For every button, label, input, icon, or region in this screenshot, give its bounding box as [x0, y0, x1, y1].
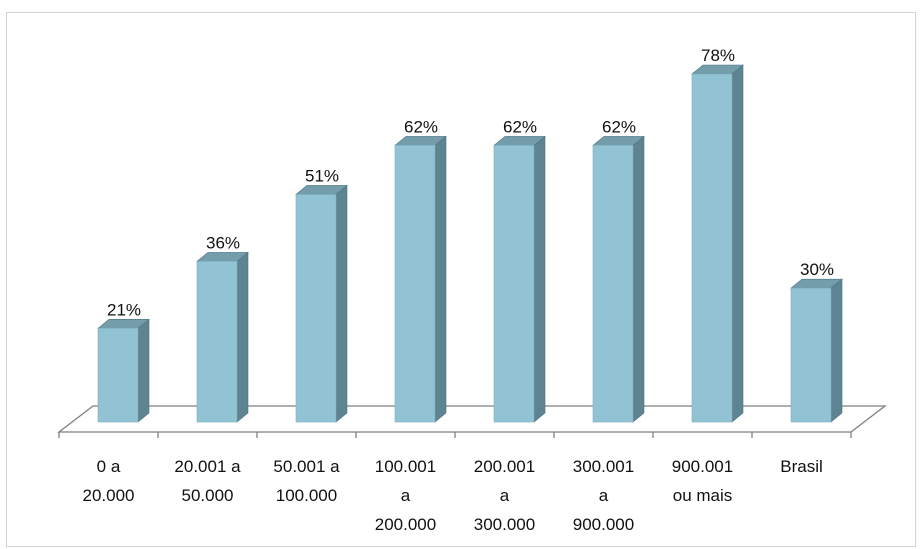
bar-side-face — [731, 64, 744, 423]
bar — [97, 318, 150, 423]
category-label-line: 100.000 — [276, 486, 337, 505]
bar-side-face — [335, 184, 348, 423]
bar-series — [97, 64, 843, 423]
bar — [196, 251, 249, 423]
bar-side-face — [632, 135, 645, 423]
chart-frame — [6, 12, 916, 547]
bar-front-face — [790, 287, 832, 423]
category-label-line: 50.000 — [182, 486, 234, 505]
category-label: 0 a 20.000 — [83, 457, 135, 505]
category-label: 100.001 a 200.000 — [375, 457, 436, 534]
bar-front-face — [97, 328, 139, 423]
category-label-line: 20.001 a — [174, 457, 241, 476]
floor-plane — [57, 405, 887, 433]
category-label: 300.001 a 900.000 — [573, 457, 634, 534]
category-label-line: 300.001 — [573, 457, 634, 476]
bar — [790, 278, 843, 423]
category-label-line: 0 a — [97, 457, 121, 476]
category-label: 50.001 a 100.000 — [273, 457, 340, 505]
category-label-line: 200.000 — [375, 515, 436, 534]
category-label: 200.001 a 300.000 — [474, 457, 535, 534]
category-label-line: 200.001 — [474, 457, 535, 476]
bar — [394, 135, 447, 423]
category-label-line: 100.001 — [375, 457, 436, 476]
data-label: 62% — [404, 117, 438, 136]
bar — [592, 135, 645, 423]
bar-side-face — [236, 251, 249, 423]
data-label: 62% — [503, 117, 537, 136]
bar-front-face — [394, 145, 436, 423]
data-label: 78% — [701, 46, 735, 65]
data-label: 21% — [107, 300, 141, 319]
category-label-line: 50.001 a — [273, 457, 340, 476]
category-label-line: a — [401, 486, 411, 505]
bar-front-face — [493, 145, 535, 423]
category-label-line: 900.001 — [672, 457, 733, 476]
bar-side-face — [434, 135, 447, 423]
category-label-line: 20.000 — [83, 486, 135, 505]
chart-floor — [57, 405, 887, 438]
bar — [691, 64, 744, 423]
bar-front-face — [295, 194, 337, 423]
category-label-line: 900.000 — [573, 515, 634, 534]
category-label-line: a — [599, 486, 609, 505]
bar-front-face — [592, 145, 634, 423]
bar-side-face — [137, 318, 150, 423]
bar-side-face — [533, 135, 546, 423]
category-label-line: ou mais — [673, 486, 733, 505]
data-label: 30% — [800, 260, 834, 279]
bar-front-face — [196, 261, 238, 423]
bar-front-face — [691, 73, 733, 423]
category-label-line: Brasil — [780, 457, 823, 476]
data-label: 36% — [206, 233, 240, 252]
bar-side-face — [830, 278, 843, 423]
category-axis-labels: 0 a 20.000 20.001 a 50.000 50.001 a 100.000 10… — [83, 457, 823, 534]
category-label-line: 300.000 — [474, 515, 535, 534]
data-label: 51% — [305, 166, 339, 185]
bar — [295, 184, 348, 423]
category-label-line: a — [500, 486, 510, 505]
data-label: 62% — [602, 117, 636, 136]
category-label: 900.001 ou mais — [672, 457, 733, 505]
data-labels: 21% 36% 51% 62% 62% 62% 78% 30% — [107, 46, 834, 319]
bar — [493, 135, 546, 423]
category-label: 20.001 a 50.000 — [174, 457, 241, 505]
category-label: Brasil — [780, 457, 823, 476]
